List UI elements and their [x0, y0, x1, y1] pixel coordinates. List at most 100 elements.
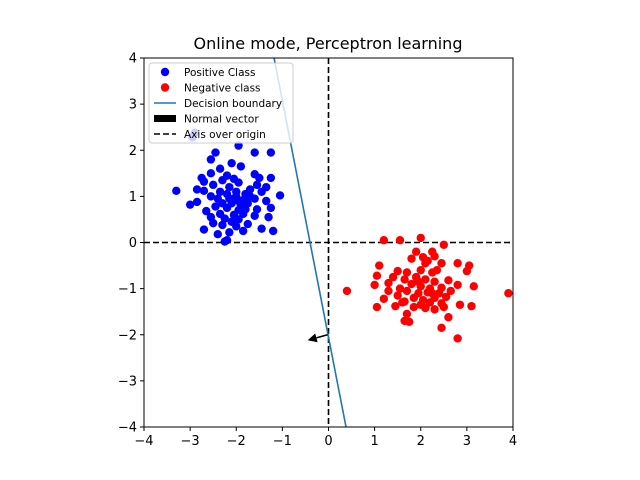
data-point — [398, 298, 407, 307]
data-point — [199, 186, 209, 196]
legend-label: Axis over origin — [184, 129, 266, 141]
data-point — [218, 176, 227, 185]
data-point — [245, 192, 255, 201]
y-tick-label: −4 — [118, 421, 137, 436]
data-point — [430, 277, 439, 286]
legend-item: Negative class — [160, 82, 261, 94]
data-point — [444, 276, 453, 285]
y-tick-label: −1 — [118, 282, 137, 297]
data-point — [469, 282, 478, 291]
data-point — [439, 302, 449, 312]
legend-box — [148, 62, 294, 144]
y-tick-label: 1 — [129, 190, 137, 205]
y-tick-label: 2 — [129, 144, 137, 159]
legend-item: Normal vector — [154, 113, 259, 125]
data-point — [262, 196, 271, 206]
negative-class-points — [342, 233, 513, 343]
data-point — [421, 275, 430, 284]
data-point — [402, 309, 412, 319]
data-point — [220, 237, 229, 246]
data-point — [225, 182, 234, 192]
x-tick-label: 4 — [509, 434, 517, 449]
data-point — [379, 294, 389, 303]
legend-label: Positive Class — [184, 67, 255, 79]
x-tick-label: 3 — [463, 434, 471, 449]
data-point — [400, 275, 409, 284]
normal-vector-shaft — [316, 333, 328, 339]
data-point — [379, 235, 389, 245]
data-point — [432, 265, 442, 275]
data-point — [264, 212, 273, 222]
y-axis: −4 −3 −2 −1 0 1 2 3 4 — [118, 52, 144, 436]
x-tick-label: −1 — [273, 434, 292, 449]
data-point — [393, 291, 402, 300]
data-point — [425, 298, 435, 307]
data-point — [405, 317, 414, 327]
data-point — [266, 203, 276, 213]
data-point — [257, 224, 266, 233]
data-point — [414, 277, 423, 286]
data-point — [234, 215, 243, 224]
data-point — [428, 289, 437, 298]
data-point — [250, 211, 259, 220]
data-point — [192, 185, 202, 194]
data-point — [225, 228, 234, 237]
data-point — [395, 235, 405, 245]
data-point — [215, 187, 225, 196]
legend-item: Positive Class — [160, 67, 255, 79]
data-point — [232, 192, 241, 201]
data-point — [439, 240, 449, 250]
data-point — [462, 266, 472, 276]
data-point — [467, 301, 476, 311]
legend: Positive Class Negative class Decision bou… — [148, 62, 294, 144]
x-tick-label: 0 — [324, 434, 332, 449]
data-point — [211, 202, 220, 211]
data-point — [208, 218, 218, 228]
data-point — [232, 222, 241, 231]
legend-label: Decision boundary — [184, 98, 282, 110]
data-point — [444, 313, 453, 322]
data-point — [252, 205, 262, 214]
legend-marker — [160, 83, 170, 92]
data-point — [416, 300, 425, 309]
y-tick-label: 3 — [129, 98, 137, 113]
data-point — [446, 286, 455, 296]
data-point — [430, 305, 439, 314]
x-axis: −4 −3 −2 −1 0 1 2 3 4 — [134, 427, 517, 449]
data-point — [234, 141, 243, 150]
data-point — [218, 220, 227, 230]
data-point — [411, 247, 421, 256]
data-point — [342, 286, 352, 296]
data-point — [225, 194, 234, 203]
data-point — [430, 252, 439, 261]
data-point — [409, 293, 419, 303]
legend-marker — [154, 115, 176, 122]
data-point — [215, 164, 225, 173]
data-point — [213, 229, 222, 239]
data-point — [504, 289, 513, 298]
data-point — [441, 292, 451, 302]
data-point — [185, 200, 195, 209]
y-tick-label: 4 — [129, 52, 137, 67]
data-point — [227, 158, 236, 168]
data-point — [206, 155, 216, 164]
data-point — [266, 173, 276, 183]
data-point — [372, 271, 382, 280]
data-point — [202, 206, 211, 216]
data-point — [211, 148, 220, 157]
data-point — [416, 233, 425, 243]
chart-title: Online mode, Perceptron learning — [194, 34, 463, 53]
data-point — [268, 226, 278, 236]
data-point — [384, 286, 393, 296]
data-point — [275, 191, 285, 200]
data-point — [238, 209, 248, 219]
x-tick-label: 1 — [370, 434, 378, 449]
data-point — [395, 284, 405, 293]
data-point — [407, 254, 416, 263]
data-point — [391, 301, 400, 311]
data-point — [208, 180, 218, 190]
data-point — [402, 286, 412, 296]
data-point — [388, 272, 398, 282]
x-tick-label: −3 — [181, 434, 200, 449]
